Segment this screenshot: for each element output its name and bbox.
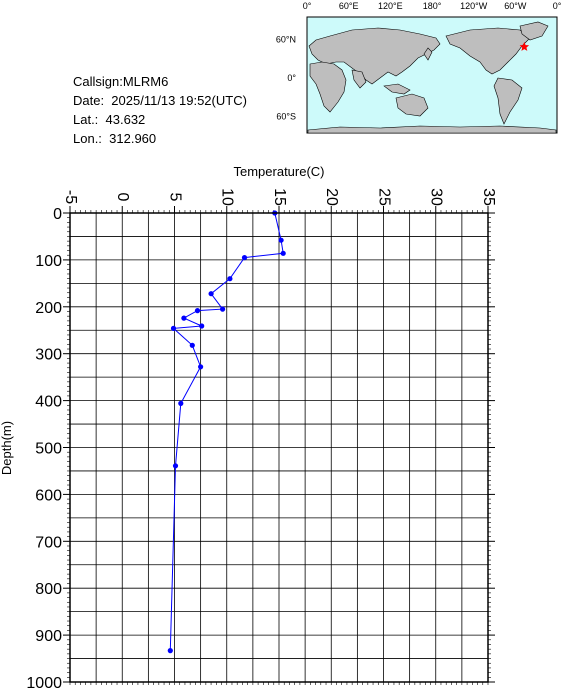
data-point bbox=[167, 648, 173, 654]
map-lat-label: 0° bbox=[287, 73, 296, 83]
x-tick-label: 25 bbox=[375, 188, 392, 206]
x-tick-label: 15 bbox=[271, 188, 288, 206]
land-india bbox=[351, 69, 367, 89]
x-tick-label: 5 bbox=[166, 193, 183, 202]
map-lon-label: 0° bbox=[553, 1, 562, 11]
land-north-america bbox=[445, 27, 531, 75]
map-lon-label: 60°W bbox=[504, 1, 527, 11]
y-tick-label: 500 bbox=[35, 441, 62, 458]
data-point bbox=[241, 255, 248, 261]
world-map: 0° 60°E 120°E 180° 120°W 60°W 0° 60°N 0° 60°S bbox=[276, 1, 562, 134]
map-lat-label: 60°N bbox=[276, 34, 296, 44]
land-greenland bbox=[519, 21, 549, 41]
longitude-label: Lon.: 312.960 bbox=[73, 131, 157, 146]
land-japan bbox=[423, 47, 433, 61]
y-tick-label: 100 bbox=[35, 253, 62, 270]
map-lon-label: 120°W bbox=[460, 1, 488, 11]
data-point bbox=[170, 325, 177, 331]
chart-grid bbox=[69, 212, 489, 683]
date-label: Date: 2025/11/13 19:52(UTC) bbox=[73, 93, 247, 108]
x-axis-title: Temperature(C) bbox=[233, 164, 324, 179]
map-lon-label: 0° bbox=[303, 1, 312, 11]
chart-ticks: -5 0 5 10 15 20 25 30 35010020030040050060070080… bbox=[26, 188, 496, 690]
data-point bbox=[199, 323, 205, 329]
x-tick-label: 0 bbox=[114, 193, 131, 202]
map-lon-label: 180° bbox=[423, 1, 442, 11]
land-south-america bbox=[493, 77, 523, 125]
land-eurasia bbox=[308, 27, 441, 85]
land-australia bbox=[395, 93, 429, 117]
data-point bbox=[178, 400, 184, 406]
star-icon bbox=[519, 41, 530, 51]
y-tick-label: 1000 bbox=[26, 675, 62, 690]
y-tick-label: 0 bbox=[53, 206, 62, 223]
data-point bbox=[181, 315, 187, 321]
y-tick-label: 200 bbox=[35, 300, 62, 317]
map-land bbox=[307, 21, 557, 134]
station-info: Callsign:MLRM6 Date: 2025/11/13 19:52(UT… bbox=[73, 72, 247, 148]
land-africa bbox=[309, 61, 347, 113]
data-point bbox=[172, 463, 179, 469]
data-point bbox=[227, 276, 233, 282]
chart-series bbox=[167, 210, 286, 654]
station-marker-star-icon bbox=[519, 41, 530, 51]
x-tick-label: 10 bbox=[219, 188, 236, 206]
y-tick-label: 300 bbox=[35, 347, 62, 364]
data-point bbox=[194, 308, 201, 314]
data-point bbox=[198, 364, 204, 370]
y-axis-title: Depth(m) bbox=[0, 421, 14, 475]
map-latitude-labels: 60°N 0° 60°S bbox=[276, 34, 297, 121]
map-lon-label: 60°E bbox=[339, 1, 359, 11]
map-lon-label: 120°E bbox=[378, 1, 403, 11]
x-tick-label: 20 bbox=[323, 188, 340, 206]
land-antarctica bbox=[307, 125, 557, 134]
x-tick-label: 30 bbox=[428, 188, 445, 206]
data-point bbox=[220, 306, 226, 312]
y-tick-label: 800 bbox=[35, 581, 62, 598]
data-point bbox=[189, 342, 195, 348]
x-tick-label: -5 bbox=[62, 190, 79, 204]
land-indonesia bbox=[383, 83, 411, 95]
y-tick-label: 700 bbox=[35, 534, 62, 551]
x-tick-label: 35 bbox=[480, 188, 497, 206]
data-point bbox=[280, 250, 286, 256]
data-point bbox=[278, 237, 284, 243]
y-tick-label: 400 bbox=[35, 394, 62, 411]
latitude-label: Lat.: 43.632 bbox=[73, 112, 146, 127]
plot-frame bbox=[69, 212, 489, 683]
callsign-label: Callsign:MLRM6 bbox=[73, 74, 169, 89]
y-tick-label: 900 bbox=[35, 628, 62, 645]
map-lat-label: 60°S bbox=[276, 112, 296, 122]
series-line bbox=[169, 212, 284, 651]
y-tick-label: 600 bbox=[35, 487, 62, 504]
data-point bbox=[208, 291, 214, 297]
